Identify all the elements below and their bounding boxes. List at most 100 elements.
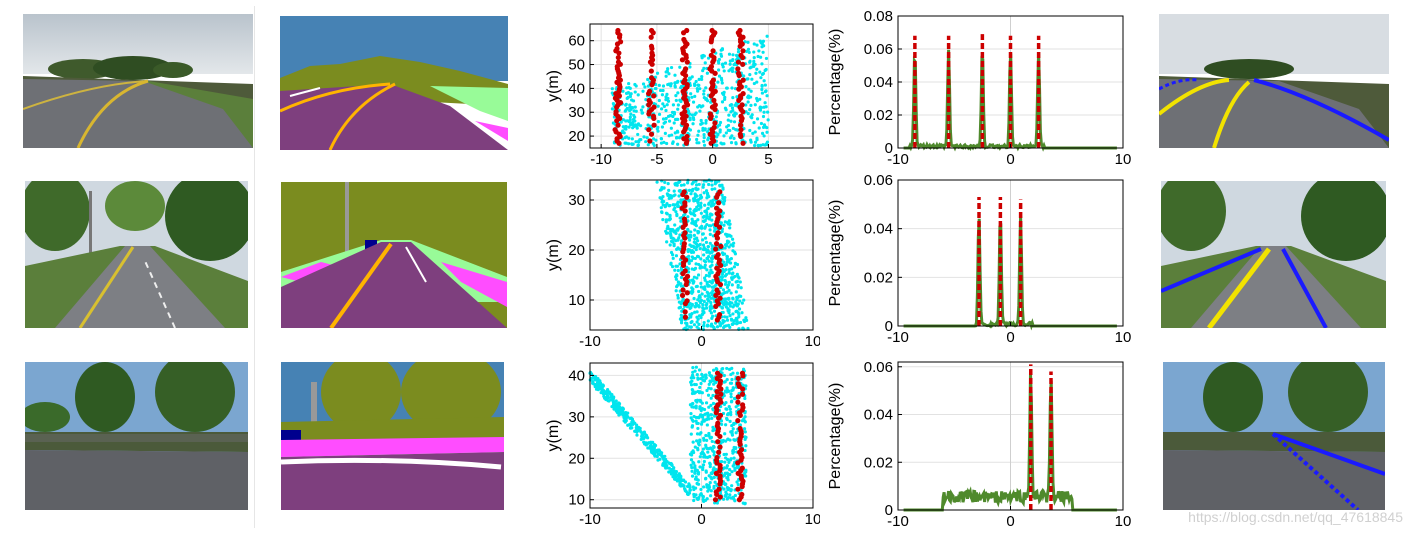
scatter-plot-row2: -10 0 10 10 20 30 y(m) (540, 176, 820, 346)
scatter-point (696, 83, 700, 87)
scatter-point (759, 121, 764, 126)
scatter-point (641, 82, 646, 86)
scatter-point (633, 115, 637, 119)
scatter-point (671, 194, 676, 198)
scatter-point (704, 121, 708, 125)
scatter-point (710, 416, 714, 421)
scatter-point (744, 103, 748, 107)
scatter-point (678, 65, 682, 69)
lane-point (648, 34, 654, 40)
scatter-point (725, 416, 729, 421)
scatter-point (699, 211, 703, 215)
scatter-point (692, 498, 696, 503)
scatter-point (747, 96, 751, 100)
scatter-point (728, 419, 732, 423)
scatter-point (621, 118, 626, 122)
scatter-point (695, 284, 699, 288)
scatter-point (692, 279, 696, 284)
scatter-point (705, 290, 709, 294)
scatter-point (619, 410, 623, 415)
scatter-point (676, 477, 680, 481)
scatter-point (689, 325, 693, 329)
scatter-point (625, 86, 629, 90)
scatter-point (700, 77, 704, 82)
scatter-point (697, 262, 701, 267)
scatter-point (695, 242, 699, 246)
scatter-point (630, 420, 634, 424)
scatter-point (700, 407, 704, 411)
scatter-point (689, 259, 694, 263)
y-axis-label: Percentage(%) (827, 383, 844, 490)
scatter-point (710, 218, 714, 222)
scatter-point (661, 199, 665, 203)
scatter-point (692, 267, 696, 272)
scatter-point (670, 467, 674, 472)
scatter-point (704, 210, 708, 214)
scatter-point (729, 410, 733, 414)
scatter-point (725, 412, 730, 417)
scatter-point (730, 423, 734, 428)
lane-point (684, 59, 690, 65)
lane-point (708, 63, 715, 70)
scatter-point (713, 227, 717, 231)
scatter-point (730, 134, 734, 138)
scatter-point (696, 415, 700, 420)
scatter-point (695, 320, 699, 324)
scatter-point (628, 115, 632, 119)
scatter-point (731, 386, 735, 390)
scatter-point (731, 249, 735, 253)
scatter-point (673, 73, 677, 77)
scatter-point (726, 123, 731, 128)
y-tick-label: 0.04 (864, 221, 893, 238)
scatter-point (717, 74, 722, 78)
scatter-point (729, 395, 733, 399)
scatter-point (710, 285, 714, 289)
y-tick-label: 0.04 (864, 74, 893, 91)
scatter-point (693, 466, 697, 470)
scatter-point (702, 136, 706, 140)
scatter-point (760, 45, 764, 49)
scatter-point (696, 441, 701, 446)
scatter-point (679, 318, 684, 323)
scatter-point (697, 368, 702, 372)
scatter-point (702, 133, 706, 137)
x-tick-label: 0 (1006, 151, 1014, 168)
scatter-point (688, 65, 692, 69)
scatter-point (623, 109, 627, 113)
scatter-point (748, 60, 752, 64)
scatter-point (738, 423, 742, 427)
scatter-point (687, 199, 691, 203)
scatter-point (699, 493, 704, 497)
scatter-point (731, 312, 735, 316)
scatter-point (706, 56, 711, 60)
scatter-point (744, 470, 748, 474)
scatter-point (621, 412, 625, 416)
scatter-point (692, 245, 696, 250)
lane-point (735, 486, 741, 492)
scatter-point (730, 69, 735, 73)
scatter-point (611, 395, 615, 399)
lane-point (710, 48, 716, 54)
scatter-point (702, 299, 706, 304)
scatter-point (690, 75, 694, 79)
scatter-point (691, 100, 696, 104)
scatter-point (693, 94, 697, 98)
scatter-point (644, 140, 648, 144)
scatter-point (731, 95, 735, 100)
scatter-point (730, 399, 734, 403)
scatter-point (627, 136, 631, 140)
scatter-point (711, 368, 716, 372)
lane-point (682, 309, 688, 315)
x-tick-label: -10 (590, 151, 612, 168)
scatter-point (764, 125, 768, 129)
scatter-point (697, 77, 701, 81)
lane-point (650, 113, 657, 119)
scatter-point (695, 432, 700, 436)
scatter-point (746, 47, 751, 51)
scatter-point (691, 365, 695, 370)
scatter-point (671, 103, 676, 107)
scatter-point (691, 401, 695, 406)
lane-point (712, 120, 718, 126)
lane-point (615, 122, 621, 128)
scatter-point (691, 440, 695, 444)
